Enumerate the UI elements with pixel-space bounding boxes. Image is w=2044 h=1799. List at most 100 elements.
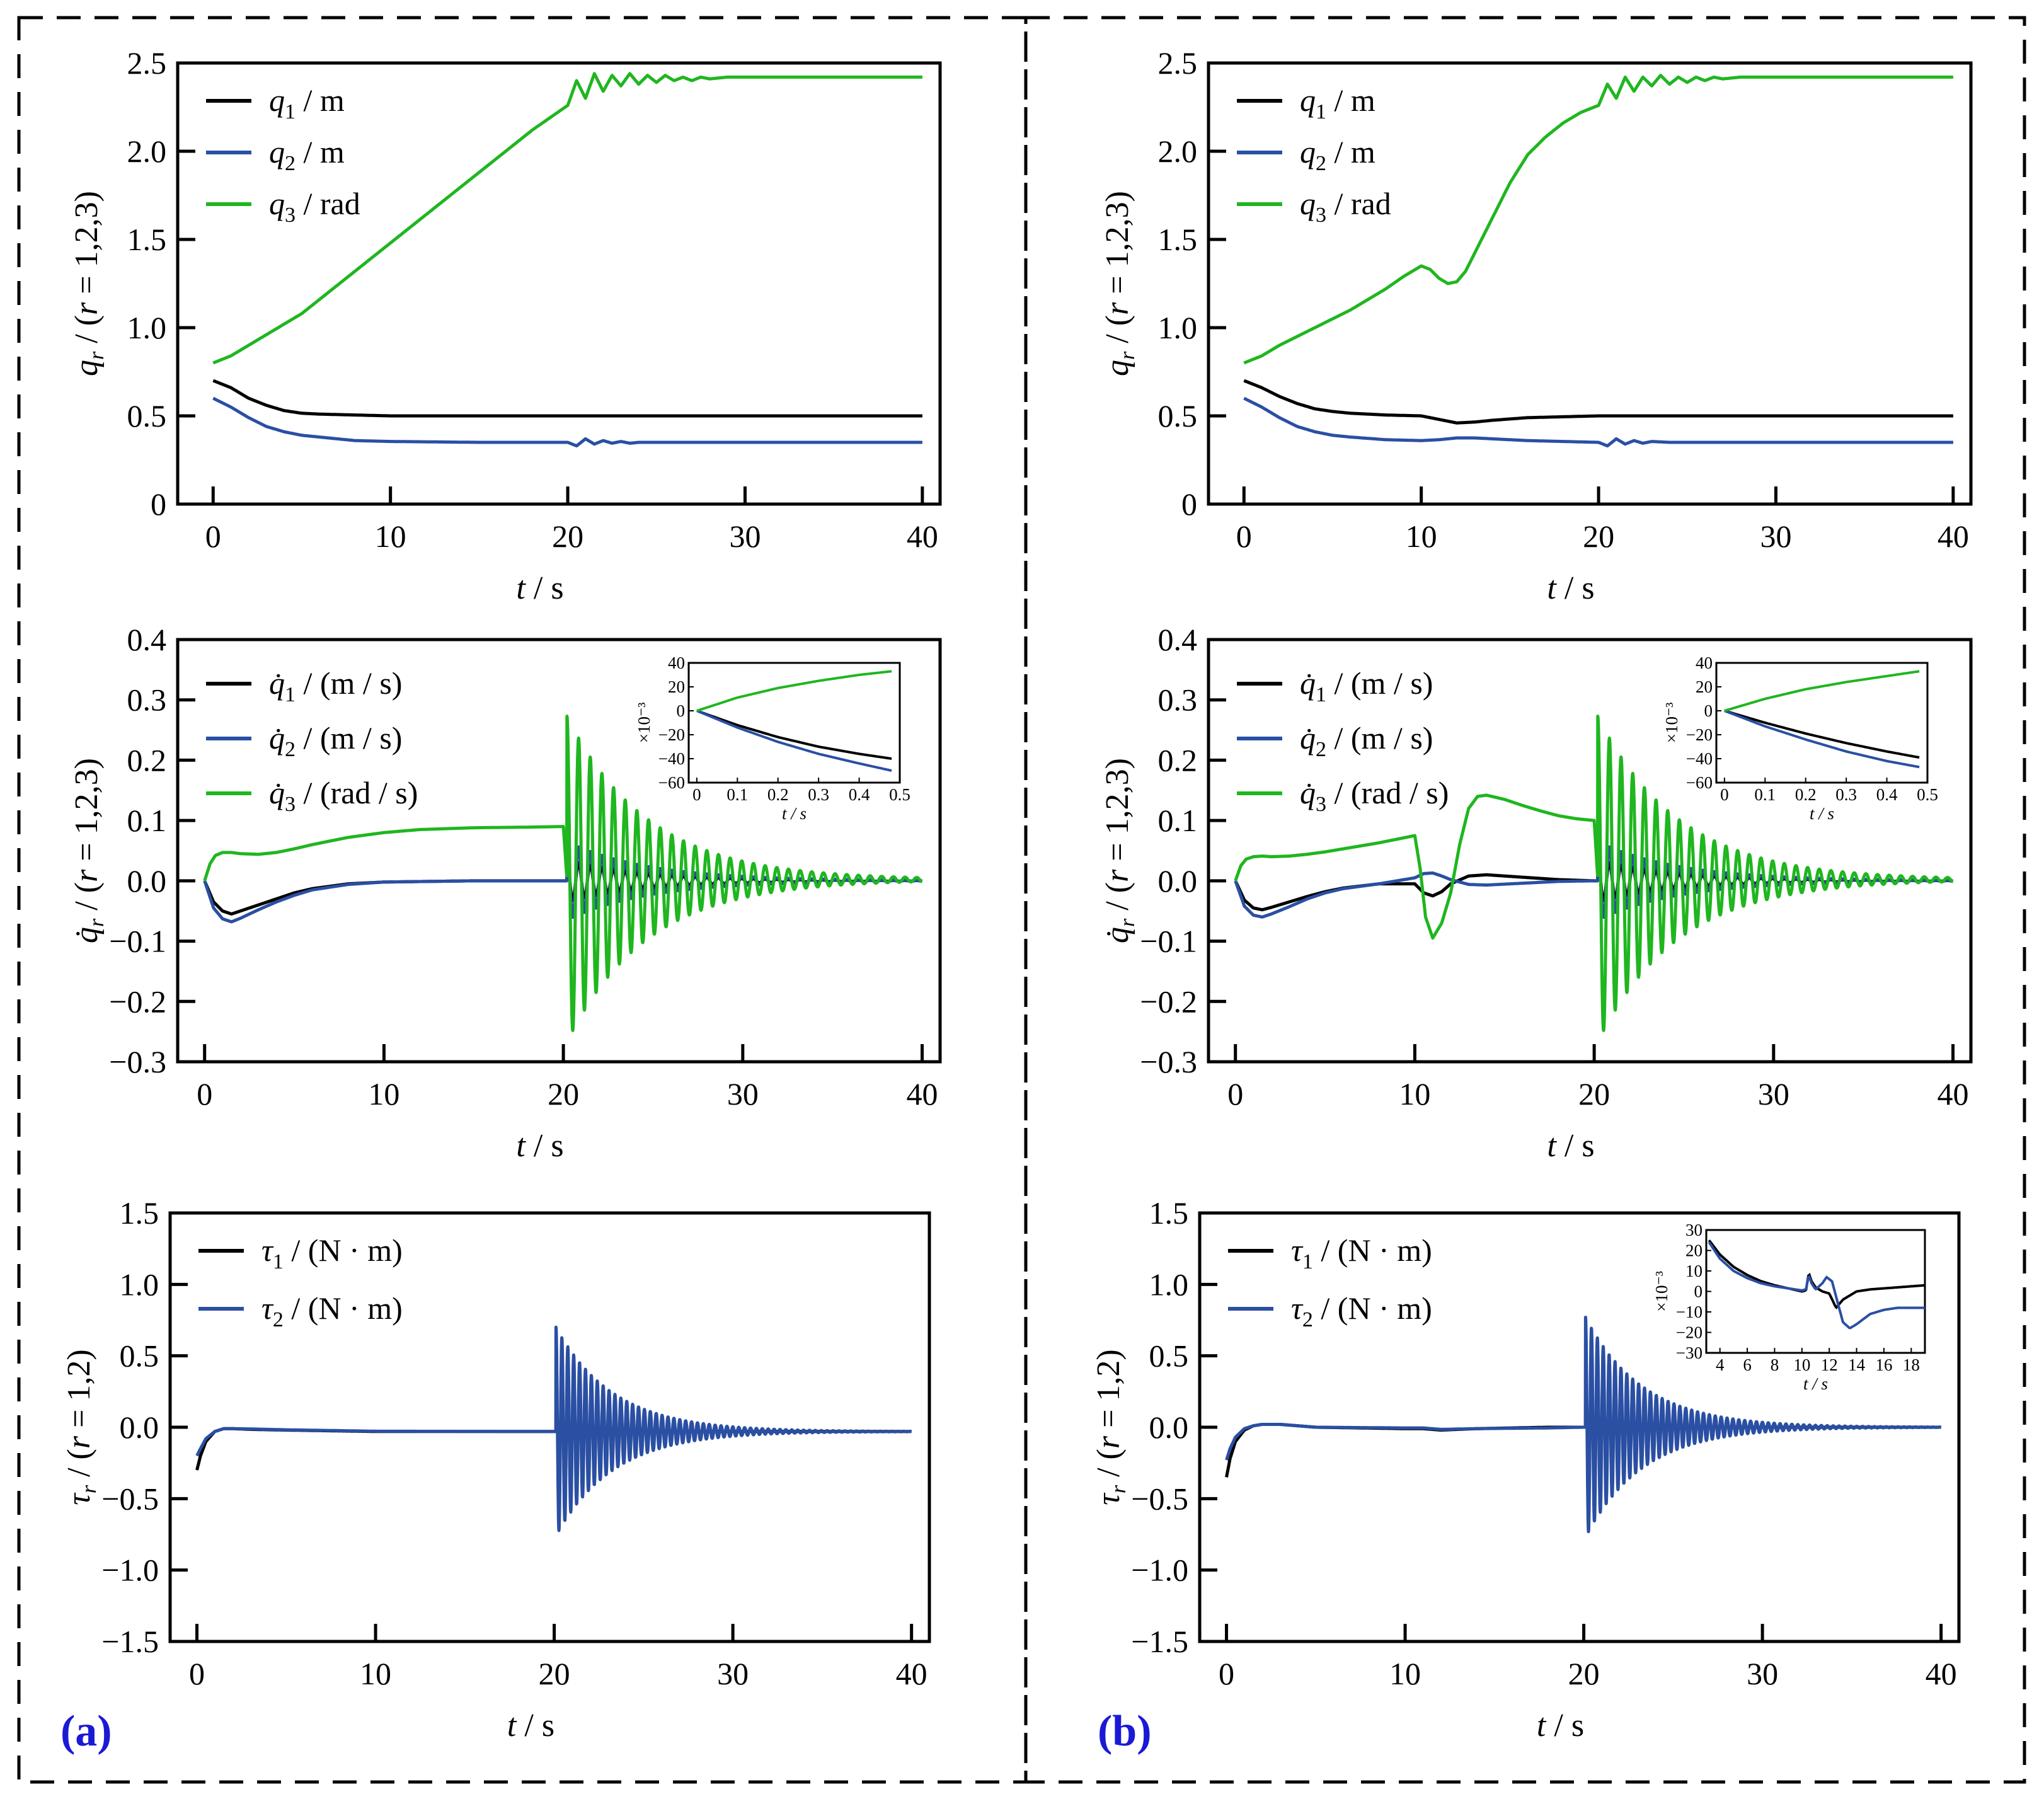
panel-b-frame — [1024, 16, 2026, 1784]
inset-ytick-label: −60 — [1686, 773, 1713, 792]
inset-xtick-label: 0.4 — [1876, 785, 1898, 804]
x-tick-label: 10 — [368, 1076, 399, 1112]
y-tick-label: 0.3 — [127, 682, 167, 718]
x-tick-label: 40 — [1938, 519, 1969, 554]
y-axis-title: qr / (r = 1,2,3) — [69, 191, 108, 376]
y-tick-label: −1.5 — [101, 1624, 159, 1659]
inset-series-blue — [1708, 1241, 1925, 1330]
panel-a-frame — [17, 16, 1028, 1784]
legend: q̇1 / (m / s) q̇2 / (m / s) q̇3 / (rad / s… — [206, 665, 418, 816]
y-tick-label: 0.4 — [1158, 622, 1198, 657]
y-tick-label: 0.5 — [1149, 1338, 1189, 1374]
y-tick-label: 0.4 — [127, 622, 167, 657]
inset-ytick-label: 0 — [1704, 701, 1713, 720]
inset-xtick-label: 8 — [1771, 1355, 1779, 1374]
inset-frame — [1715, 662, 1929, 784]
x-tick-label: 20 — [539, 1656, 570, 1691]
y-tick-label: 0.0 — [1149, 1410, 1189, 1445]
inset-xlabel: t / s — [1810, 804, 1834, 823]
chart-a-qdot: 0 10 20 30 40 −0.3 −0.2 −0.1 0.0 0.1 0.2 0.3 0.4 t / … — [69, 622, 942, 1164]
y-tick-label: 0 — [1181, 486, 1197, 522]
y-tick-label: 0.0 — [1158, 863, 1198, 899]
inset-ytick-label: 10 — [1685, 1262, 1702, 1280]
plot-frame — [1207, 638, 1973, 1064]
chart-b-qdot: 0 10 20 30 40 −0.3 −0.2 −0.1 0.0 0.1 0.2 0.3 0.4 t / … — [1100, 622, 1973, 1164]
y-tick-label: −0.2 — [1140, 984, 1197, 1019]
legend: q1 / m q2 / m q3 / rad — [1237, 83, 1391, 227]
legend: τ1 / (N · m) τ2 / (N · m) — [1228, 1233, 1432, 1331]
series-black — [1243, 379, 1954, 425]
y-tick-label: −0.1 — [1140, 924, 1197, 959]
y-tick-label: 0.5 — [120, 1338, 159, 1374]
legend-label: q1 / m — [1300, 83, 1375, 124]
x-axis-title: t / s — [1537, 1708, 1584, 1744]
y-tick-label: 0.0 — [120, 1410, 159, 1445]
y-tick-label: 1.0 — [120, 1267, 159, 1302]
inset-ytick-label: −20 — [1676, 1323, 1702, 1342]
inset-ytick-label: −20 — [1686, 725, 1713, 744]
x-tick-label: 30 — [1747, 1656, 1778, 1691]
inset-ytick-label: 20 — [1685, 1241, 1702, 1260]
legend-label: q̇1 / (m / s) — [269, 665, 402, 706]
legend-label: τ2 / (N · m) — [261, 1290, 403, 1331]
inset-xtick-label: 16 — [1875, 1355, 1892, 1374]
inset-ytick-label: −40 — [658, 749, 685, 768]
inset-ytick-label: −10 — [1676, 1302, 1702, 1321]
legend-label: q2 / m — [269, 134, 345, 175]
legend: τ1 / (N · m) τ2 / (N · m) — [198, 1233, 403, 1331]
legend-label: q̇3 / (rad / s) — [269, 775, 418, 816]
inset-ylabel: ×10⁻³ — [634, 703, 653, 744]
x-tick-label: 0 — [189, 1656, 205, 1691]
x-tick-label: 0 — [1219, 1656, 1234, 1691]
inset-ytick-label: −40 — [1686, 749, 1713, 768]
y-tick-label: −1.0 — [101, 1553, 159, 1588]
y-tick-label: −1.0 — [1131, 1553, 1188, 1588]
series-blue — [195, 1325, 913, 1532]
y-tick-label: 1.0 — [1158, 310, 1198, 345]
x-tick-label: 40 — [1938, 1076, 1969, 1112]
inset-xlabel: t / s — [782, 804, 807, 823]
x-axis-title: t / s — [516, 570, 563, 606]
y-axis-title: q̇r / (r = 1,2,3) — [1100, 758, 1139, 943]
inset: 0 0.1 0.2 0.3 0.4 0.5 −60 −40 −20 0 20 40 t / s ×10⁻³ — [634, 653, 910, 823]
x-tick-label: 30 — [727, 1076, 759, 1112]
inset: 4 6 8 10 12 14 16 18 −30−20 −100 10 20 30 t / s ×10⁻³ — [1652, 1221, 1926, 1393]
legend-label: q̇3 / (rad / s) — [1300, 775, 1449, 816]
x-tick-label: 10 — [1399, 1076, 1430, 1112]
inset-ylabel: ×10⁻³ — [1652, 1271, 1671, 1312]
y-tick-label: 0.1 — [1158, 803, 1198, 838]
series-blue — [212, 396, 923, 448]
legend: q̇1 / (m / s) q̇2 / (m / s) q̇3 / (rad / s… — [1237, 665, 1449, 816]
chart-b-q: 0 10 20 30 40 0 0.5 1.0 1.5 2.0 2.5 t / s qr / (r = … — [1100, 45, 1973, 606]
inset-xtick-label: 4 — [1716, 1355, 1725, 1374]
inset-ytick-label: 0 — [1694, 1282, 1703, 1301]
x-tick-label: 20 — [1568, 1656, 1600, 1691]
chart-b-tau: 0 10 20 30 40−1.5−1.0−0.50.00.51.01.5t / sτr… — [1091, 1195, 1961, 1744]
x-tick-label: 40 — [907, 1076, 938, 1112]
series-blue — [1225, 1316, 1943, 1534]
y-tick-label: 1.0 — [1149, 1267, 1189, 1302]
x-axis-title: t / s — [516, 1128, 563, 1164]
legend-label: τ1 / (N · m) — [1291, 1233, 1432, 1273]
inset-ylabel: ×10⁻³ — [1662, 703, 1681, 744]
x-tick-label: 10 — [1389, 1656, 1421, 1691]
inset-xtick-label: 10 — [1793, 1355, 1810, 1374]
inset-ytick-label: 40 — [668, 653, 685, 672]
x-tick-label: 20 — [552, 519, 583, 554]
inset-xtick-label: 12 — [1821, 1355, 1838, 1374]
series-green — [203, 715, 924, 1032]
y-tick-label: −0.1 — [109, 924, 166, 959]
y-tick-label: 1.5 — [120, 1195, 159, 1231]
inset-xtick-label: 0.3 — [1835, 785, 1857, 804]
x-tick-label: 0 — [205, 519, 221, 554]
x-tick-label: 20 — [1578, 1076, 1610, 1112]
legend: q1 / m q2 / m q3 / rad — [206, 83, 360, 227]
x-tick-label: 40 — [896, 1656, 927, 1691]
legend-label: q̇2 / (m / s) — [1300, 720, 1433, 761]
legend-label: q̇2 / (m / s) — [269, 720, 402, 761]
x-axis-title: t / s — [1547, 1128, 1594, 1164]
inset-xtick-label: 0 — [692, 785, 701, 804]
x-tick-label: 0 — [197, 1076, 212, 1112]
inset-series-black — [1724, 710, 1920, 759]
